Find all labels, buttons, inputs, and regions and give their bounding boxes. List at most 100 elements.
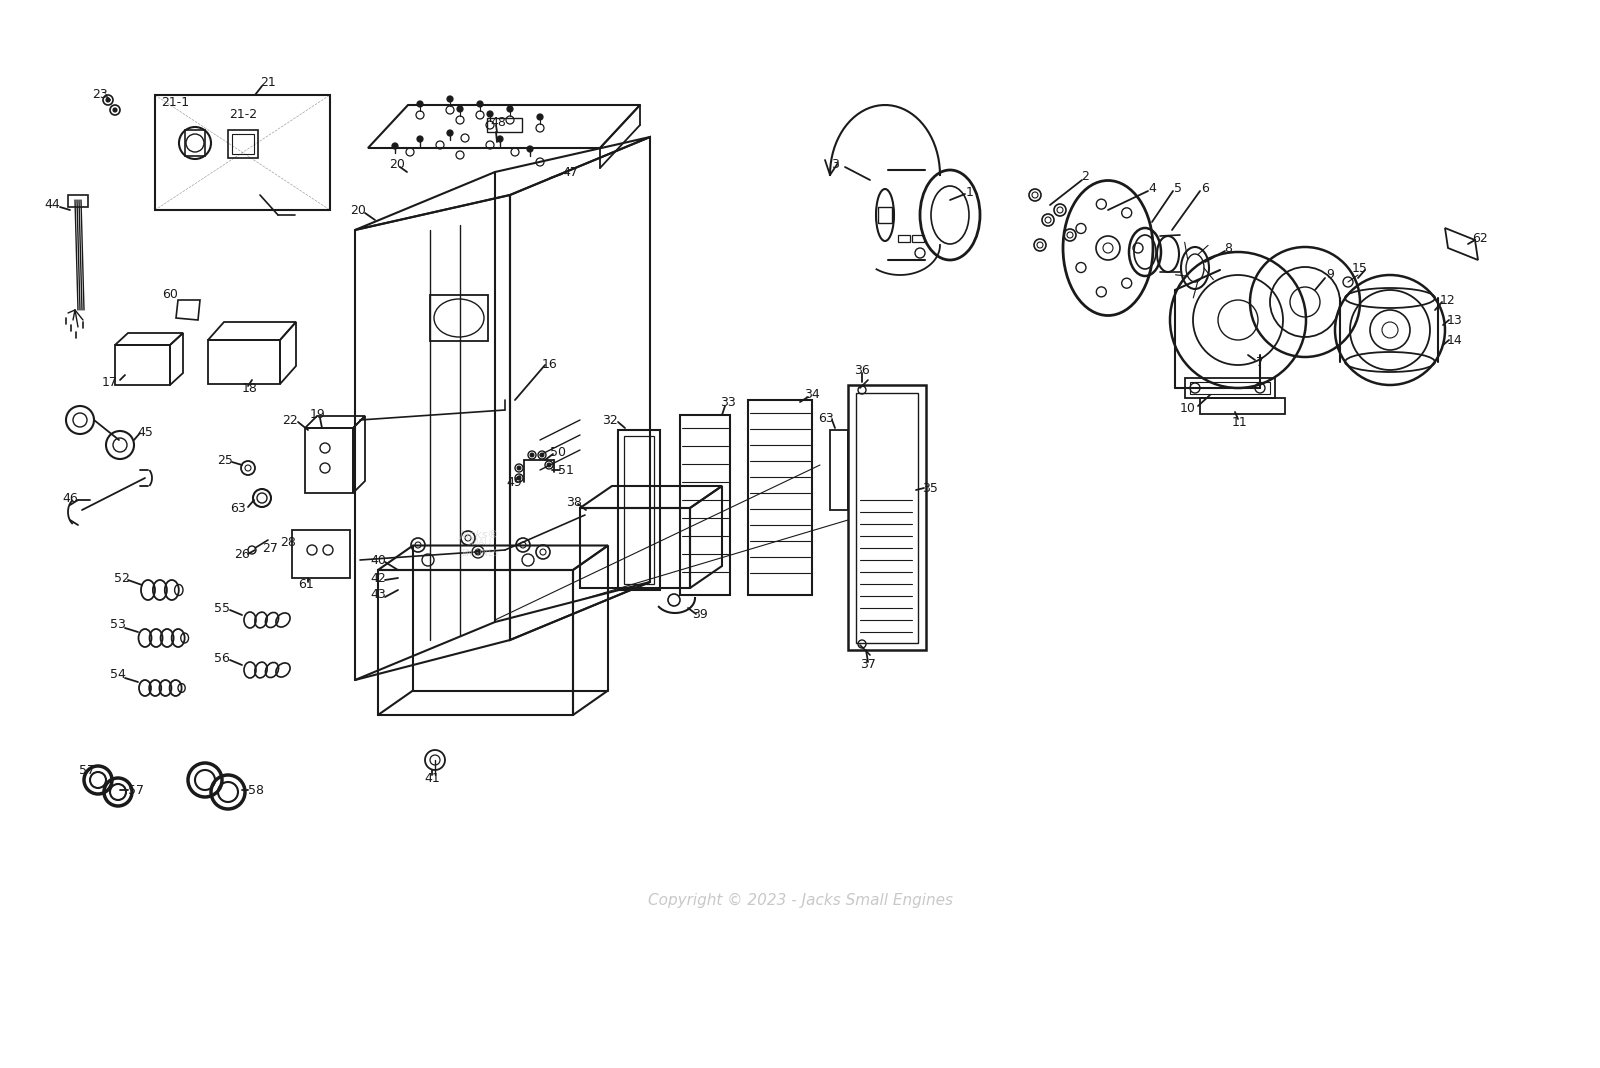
Text: 43: 43 [370, 588, 386, 601]
Text: 16: 16 [542, 359, 558, 372]
Text: 63: 63 [818, 411, 834, 424]
Circle shape [477, 101, 483, 107]
Text: 55: 55 [214, 601, 230, 614]
Text: 40: 40 [370, 553, 386, 566]
Bar [878, 207, 893, 223]
Text: 23: 23 [93, 89, 107, 101]
Text: 54: 54 [110, 669, 126, 681]
Text: 50: 50 [550, 445, 566, 458]
Text: 41: 41 [424, 771, 440, 785]
Text: 11: 11 [1232, 415, 1248, 428]
Text: 37: 37 [861, 659, 875, 672]
Circle shape [458, 106, 462, 112]
Circle shape [418, 136, 422, 142]
Text: 20: 20 [389, 158, 405, 172]
Text: Copyright © 2023 - Jacks Small Engines: Copyright © 2023 - Jacks Small Engines [648, 893, 952, 908]
Text: 17: 17 [102, 376, 118, 389]
Bar [1186, 378, 1275, 398]
Text: 21-2: 21-2 [229, 109, 258, 122]
Text: 21-1: 21-1 [162, 96, 189, 110]
Text: 18: 18 [242, 381, 258, 394]
Text: 28: 28 [280, 535, 296, 549]
Circle shape [446, 96, 453, 103]
Text: 9: 9 [1326, 268, 1334, 282]
Text: 5: 5 [1174, 182, 1182, 194]
Circle shape [498, 136, 502, 142]
Bar [1190, 382, 1270, 394]
Bar [67, 195, 88, 207]
Text: SMALL
ENGINES: SMALL ENGINES [461, 538, 499, 557]
Text: 20: 20 [350, 204, 366, 217]
Circle shape [547, 464, 550, 467]
Circle shape [530, 453, 534, 457]
Text: 53: 53 [110, 618, 126, 631]
Text: 62: 62 [1472, 232, 1488, 245]
Text: 46: 46 [62, 491, 78, 504]
Text: 48: 48 [490, 115, 506, 128]
Circle shape [538, 114, 542, 120]
Circle shape [392, 143, 398, 150]
Text: 3: 3 [830, 158, 838, 172]
Circle shape [507, 106, 514, 112]
Bar [898, 235, 910, 242]
Text: 15: 15 [1352, 262, 1368, 274]
Text: 4: 4 [1149, 182, 1155, 194]
Text: 2: 2 [1082, 171, 1090, 184]
Circle shape [486, 111, 493, 117]
Circle shape [517, 476, 522, 480]
Bar [430, 295, 488, 341]
Circle shape [114, 108, 117, 112]
Text: 34: 34 [805, 389, 819, 402]
Text: 44: 44 [45, 199, 59, 211]
Circle shape [526, 146, 533, 152]
Text: 7: 7 [1256, 356, 1264, 368]
Text: 22: 22 [282, 413, 298, 426]
Circle shape [541, 453, 544, 457]
Text: 56: 56 [214, 651, 230, 664]
Text: 14: 14 [1446, 333, 1462, 346]
Text: 42: 42 [370, 571, 386, 584]
Bar [856, 393, 918, 643]
Text: 25: 25 [218, 454, 234, 467]
Text: 35: 35 [922, 482, 938, 494]
Text: 36: 36 [854, 363, 870, 377]
Text: 60: 60 [162, 288, 178, 301]
Bar [486, 117, 522, 132]
Text: 10: 10 [1181, 402, 1195, 414]
Text: 38: 38 [566, 496, 582, 508]
Circle shape [106, 98, 110, 103]
Circle shape [418, 101, 422, 107]
Bar [291, 530, 350, 578]
Text: 26: 26 [234, 549, 250, 562]
Text: 19: 19 [310, 408, 326, 422]
Bar [912, 235, 925, 242]
Bar [186, 130, 205, 156]
Circle shape [446, 130, 453, 136]
Bar [232, 134, 254, 154]
Text: 47: 47 [562, 166, 578, 178]
Text: 8: 8 [1224, 241, 1232, 254]
Text: 57: 57 [78, 764, 94, 776]
Text: 58: 58 [248, 784, 264, 797]
Text: 61: 61 [298, 579, 314, 592]
Circle shape [475, 549, 482, 555]
Text: 12: 12 [1440, 294, 1456, 307]
Text: 39: 39 [693, 609, 707, 622]
Text: 51: 51 [558, 464, 574, 476]
Bar [229, 130, 258, 158]
Bar [1200, 398, 1285, 414]
Bar [848, 384, 926, 650]
Text: 52: 52 [114, 571, 130, 584]
Circle shape [517, 466, 522, 470]
Text: 63: 63 [230, 502, 246, 515]
Text: 1: 1 [966, 186, 974, 199]
Text: 33: 33 [720, 396, 736, 409]
Text: 6: 6 [1202, 182, 1210, 194]
Bar [830, 430, 848, 511]
Text: 57: 57 [128, 784, 144, 797]
Text: 21: 21 [261, 77, 275, 90]
Text: 45: 45 [138, 425, 154, 439]
Text: Jacks®: Jacks® [461, 530, 499, 540]
Text: 49: 49 [506, 475, 522, 488]
Text: 13: 13 [1446, 314, 1462, 327]
